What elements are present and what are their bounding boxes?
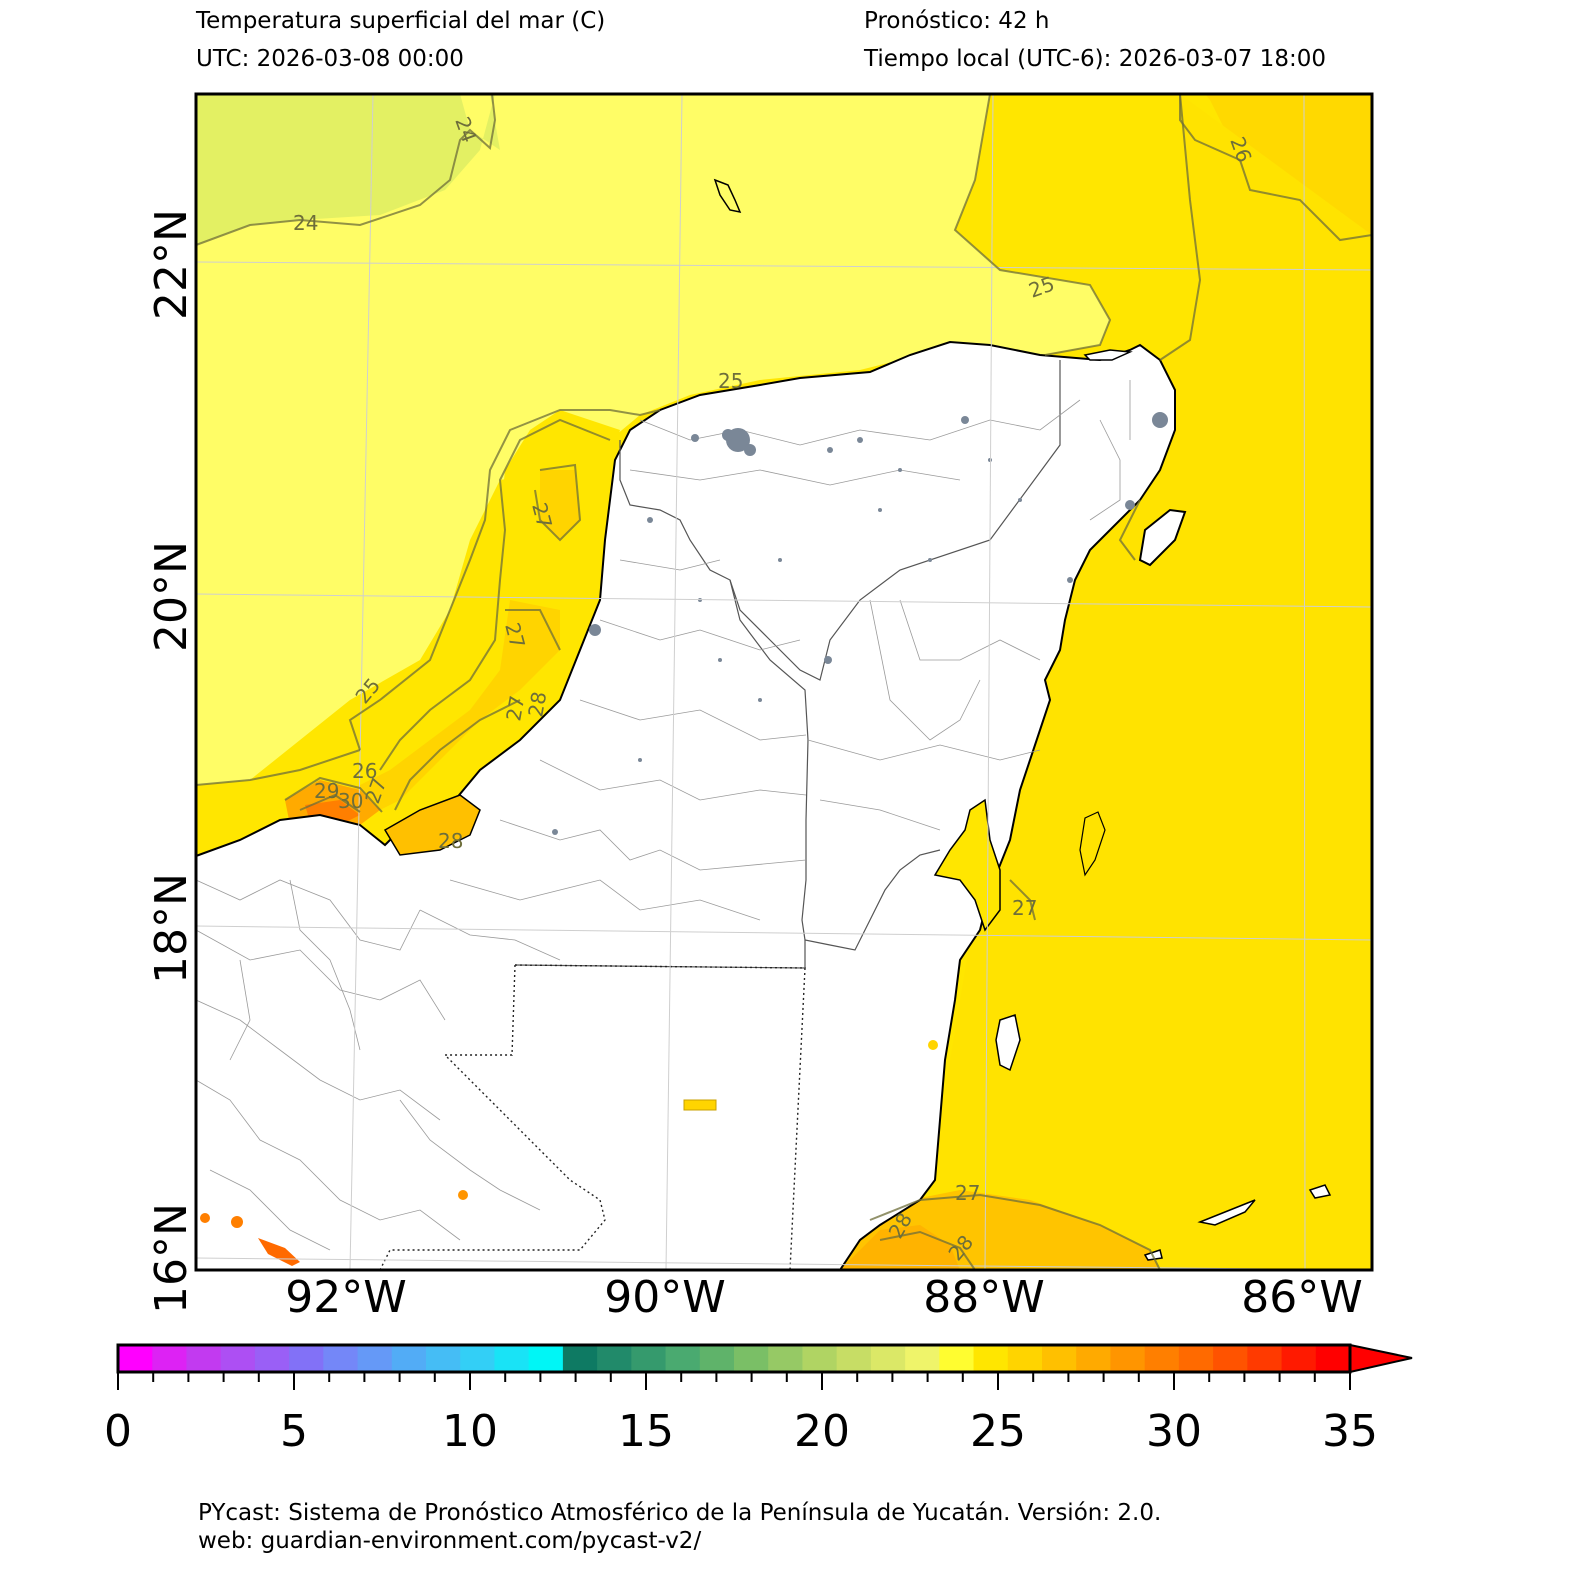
- laguna-de-terminos: [383, 794, 481, 856]
- colorbar-cell: [1144, 1345, 1180, 1372]
- colorbar-cell: [939, 1345, 975, 1372]
- colorbar-cell: [631, 1345, 667, 1372]
- map-title: Temperatura superficial del mar (C): [196, 8, 606, 34]
- sea-26-27-east: [920, 94, 1372, 1270]
- cbar-label-5: 5: [280, 1406, 308, 1457]
- colorbar-cell: [836, 1345, 872, 1372]
- latitude-labels: 22°N 20°N 18°N 16°N: [146, 209, 197, 1314]
- contour-label: 28: [438, 829, 463, 853]
- colorbar-cell: [1110, 1345, 1146, 1372]
- lat-label-22n: 22°N: [146, 209, 197, 320]
- sea-27-28-coastal: [540, 470, 580, 540]
- colorbar-cell: [118, 1345, 153, 1372]
- roatan-island: [1197, 1199, 1256, 1226]
- colorbar-cell: [1042, 1345, 1077, 1372]
- colorbar-cell: [152, 1345, 188, 1372]
- colorbar-cell: [391, 1345, 427, 1372]
- cbar-label-0: 0: [104, 1406, 132, 1457]
- colorbar-cell: [699, 1345, 735, 1372]
- lat-label-18n: 18°N: [146, 873, 197, 984]
- cbar-label-15: 15: [618, 1406, 674, 1457]
- urban-areas: [552, 412, 1168, 835]
- banco-chinchorro: [1079, 811, 1106, 877]
- lat-label-20n: 20°N: [146, 541, 197, 652]
- sea-27-28-coastal-2: [350, 600, 560, 810]
- arrecife-alacranes: [713, 178, 742, 214]
- lon-label-90w: 90°W: [604, 1272, 726, 1323]
- lon-label-86w: 86°W: [1241, 1272, 1363, 1323]
- colorbar-cell: [528, 1345, 564, 1372]
- sea-26-27-caribbean: [1205, 94, 1372, 240]
- colorbar-cells: [118, 1345, 1351, 1372]
- colorbar-cell: [254, 1345, 290, 1372]
- contour-label: 27: [955, 1181, 980, 1205]
- cbar-label-25: 25: [970, 1406, 1026, 1457]
- cbar-label-35: 35: [1322, 1406, 1378, 1457]
- colorbar-cell: [1007, 1345, 1043, 1372]
- sea-26-27-coastal: [230, 410, 620, 810]
- colorbar-cell: [1247, 1345, 1283, 1372]
- cozumel-island: [1138, 508, 1187, 567]
- cbar-label-30: 30: [1146, 1406, 1202, 1457]
- contour-label: 30: [338, 789, 363, 813]
- colorbar-cell: [973, 1345, 1009, 1372]
- colorbar-cell: [186, 1345, 222, 1372]
- colorbar-cell: [1281, 1345, 1317, 1372]
- colorbar-cell: [323, 1345, 359, 1372]
- sea-23-24-field: [196, 94, 500, 245]
- cbar-label-20: 20: [794, 1406, 850, 1457]
- utc-time: UTC: 2026-03-08 00:00: [196, 46, 464, 72]
- colorbar-cell: [357, 1345, 393, 1372]
- colorbar-cell: [870, 1345, 906, 1372]
- holbox-island: [1083, 349, 1133, 361]
- colorbar-ticks: [117, 1372, 1351, 1390]
- graticule: [196, 94, 1372, 1270]
- colorbar-cell: [802, 1345, 838, 1372]
- cbar-label-10: 10: [442, 1406, 498, 1457]
- colorbar-tick-labels: 0 5 10 15 20 25 30 35: [104, 1406, 1378, 1457]
- colorbar-cell: [460, 1345, 496, 1372]
- chetumal-bay: [933, 798, 1001, 932]
- colorbar-cell: [768, 1345, 804, 1372]
- colorbar-cell: [905, 1345, 940, 1372]
- colorbar-cell: [1076, 1345, 1112, 1372]
- contour-label: 29: [314, 779, 339, 803]
- land-mass: [196, 340, 1176, 1270]
- guanaja-island: [1308, 1184, 1332, 1199]
- colorbar-cell: [426, 1345, 461, 1372]
- colorbar-cell: [1315, 1345, 1351, 1372]
- colorbar-cell: [597, 1345, 632, 1372]
- contour-label: 28: [523, 690, 551, 719]
- local-time: Tiempo local (UTC-6): 2026-03-07 18:00: [864, 46, 1326, 72]
- contour-label: 26: [352, 759, 377, 783]
- sst-contours: [196, 94, 1372, 1270]
- colorbar-cell: [289, 1345, 324, 1372]
- lat-label-16n: 16°N: [146, 1203, 197, 1314]
- colorbar-cell: [562, 1345, 598, 1372]
- footer-credits: PYcast: Sistema de Pronóstico Atmosféric…: [198, 1500, 1162, 1526]
- belize-cayes: [995, 1014, 1021, 1072]
- contour-label: 24: [293, 211, 318, 235]
- colorbar: 0 5 10 15 20 25 30 35: [104, 1343, 1413, 1457]
- contour-label: 27: [1012, 896, 1037, 920]
- forecast-hour: Pronóstico: 42 h: [864, 8, 1050, 34]
- country-boundaries: [379, 964, 806, 1270]
- lon-label-92w: 92°W: [285, 1272, 407, 1323]
- contour-label: 25: [718, 369, 743, 393]
- lon-label-88w: 88°W: [923, 1272, 1045, 1323]
- colorbar-extend-arrow: [1349, 1343, 1413, 1374]
- colorbar-cell: [665, 1345, 701, 1372]
- footer-web: web: guardian-environment.com/pycast-v2/: [198, 1528, 702, 1554]
- colorbar-cell: [1178, 1345, 1214, 1372]
- colorbar-cell: [1213, 1345, 1248, 1372]
- longitude-labels: 92°W 90°W 88°W 86°W: [285, 1272, 1363, 1323]
- colorbar-cell: [734, 1345, 769, 1372]
- map-frame: [194, 92, 1374, 1272]
- colorbar-frame: [116, 1343, 1352, 1374]
- municipal-boundaries: [196, 380, 1131, 1251]
- contour-label: 27: [501, 694, 529, 723]
- colorbar-cell: [220, 1345, 256, 1372]
- colorbar-cell: [494, 1345, 530, 1372]
